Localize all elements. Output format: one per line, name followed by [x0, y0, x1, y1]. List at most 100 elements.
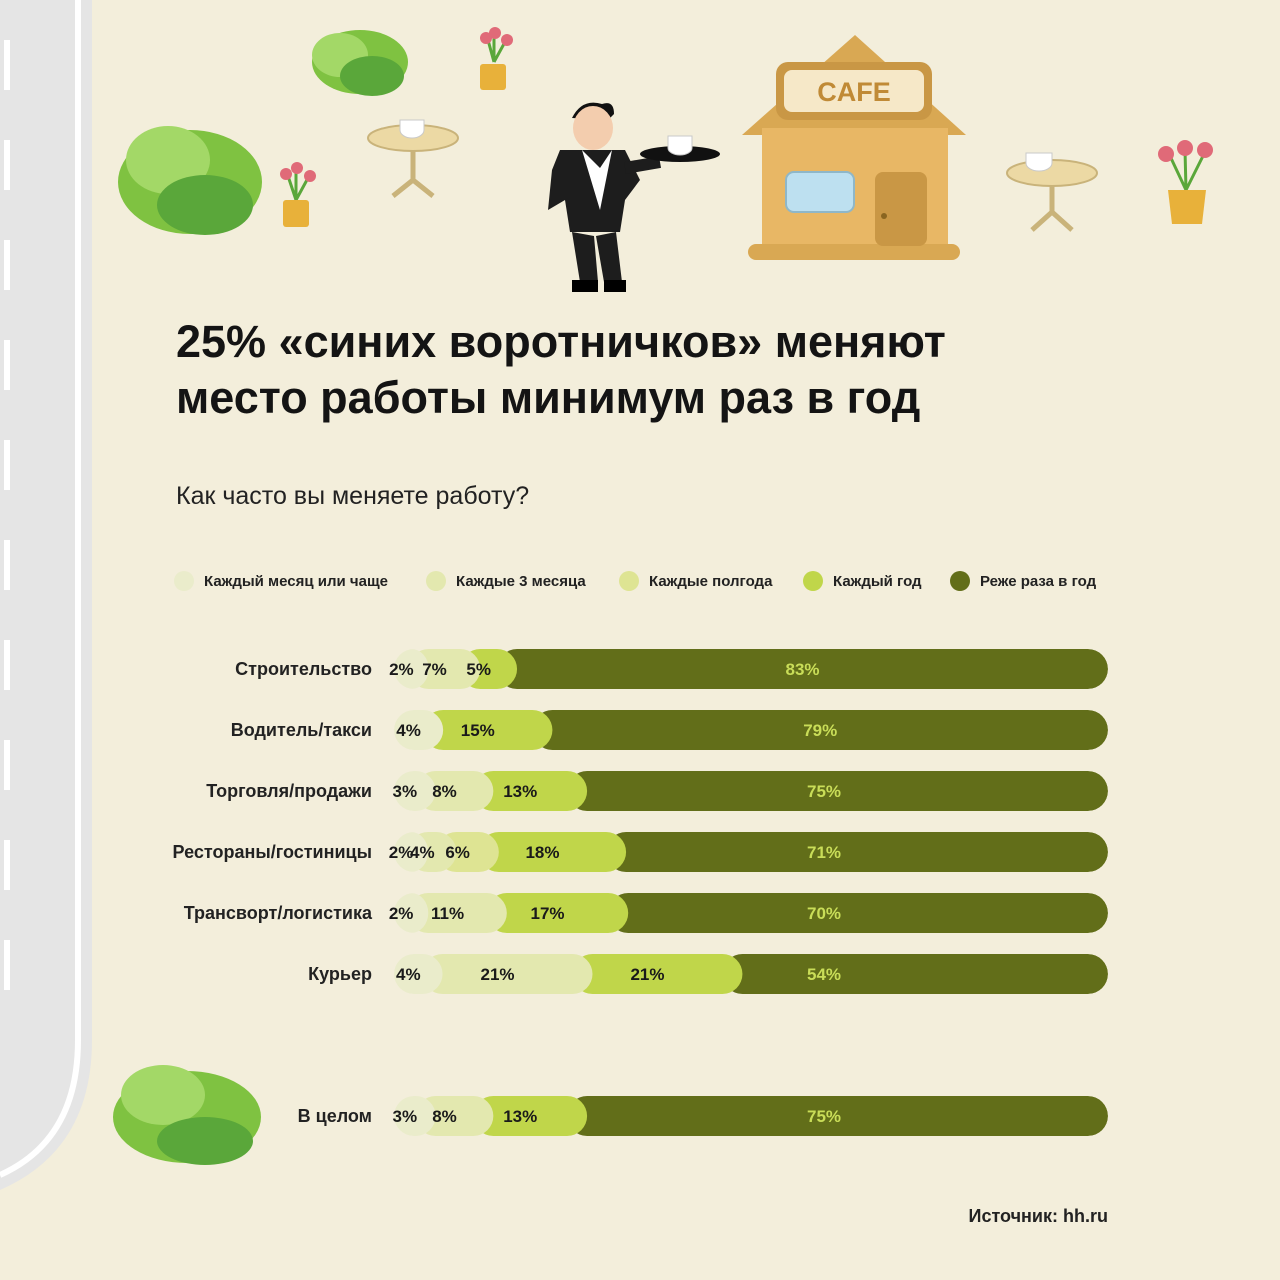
bar-value-label: 4%: [410, 843, 435, 862]
flower-pot-icon: [480, 27, 513, 90]
category-label: Трансворт/логистика: [183, 903, 372, 923]
flower-pot-icon: [280, 162, 316, 227]
legend-item: Каждый месяц или чаще: [174, 566, 388, 596]
flower-pot-icon: [1158, 140, 1213, 224]
bar-segment: [415, 771, 494, 811]
table-icon: [1006, 152, 1098, 232]
bar-value-label: 70%: [807, 904, 841, 923]
bush-icon: [118, 126, 262, 235]
bar-segment: [422, 954, 593, 994]
legend-item: Каждые полгода: [619, 566, 772, 596]
bar-value-label: 79%: [803, 721, 837, 740]
bar-segment: [473, 771, 588, 811]
bar-value-label: 13%: [503, 1107, 537, 1126]
bar-value-label: 71%: [807, 843, 841, 862]
legend-dot-icon: [803, 571, 823, 591]
bar-value-label: 15%: [461, 721, 495, 740]
bar-segment: [532, 710, 1108, 750]
bar-segment: [394, 710, 444, 750]
bar-segment: [394, 954, 443, 994]
bar-row: [394, 1096, 1108, 1136]
bush-icon: [113, 1065, 261, 1165]
legend: Каждый месяц или чаще Каждые 3 месяца Ка…: [174, 566, 1134, 596]
bar-segment: [394, 893, 429, 933]
category-label: Строительство: [235, 659, 372, 679]
bar-value-label: 6%: [445, 843, 470, 862]
legend-label: Каждый месяц или чаще: [204, 572, 388, 590]
bar-value-label: 17%: [530, 904, 564, 923]
bar-value-label: 3%: [393, 1107, 418, 1126]
bar-segment: [567, 1096, 1108, 1136]
legend-label: Каждый год: [833, 572, 922, 590]
road-decoration: [0, 0, 92, 1190]
cafe-building-icon: CAFE: [742, 35, 966, 260]
bar-value-label: 21%: [481, 965, 515, 984]
bar-value-label: 18%: [525, 843, 559, 862]
table-icon: [367, 119, 459, 198]
bar-segment: [394, 832, 429, 872]
bar-value-label: 21%: [630, 965, 664, 984]
cafe-sign: CAFE: [817, 77, 891, 107]
bush-icon: [312, 30, 408, 96]
bar-segment: [722, 954, 1108, 994]
bar-segment: [478, 832, 627, 872]
bar-row: [394, 893, 1108, 933]
legend-label: Реже раза в год: [980, 572, 1097, 590]
bar-segment: [408, 893, 507, 933]
bar-segment: [567, 771, 1108, 811]
category-label: Рестораны/гостиницы: [172, 842, 372, 862]
legend-item: Каждые 3 месяца: [426, 566, 586, 596]
title-line-2: место работы минимум раз в год: [176, 372, 921, 423]
title-line-1: 25% «синих воротничков» меняют: [176, 316, 946, 367]
bar-segment: [572, 954, 743, 994]
bar-value-label: 2%: [389, 660, 414, 679]
legend-label: Каждые 3 месяца: [456, 572, 586, 590]
bar-value-label: 7%: [422, 660, 447, 679]
bar-segment: [394, 771, 436, 811]
bar-value-label: 8%: [432, 1107, 457, 1126]
bar-segment: [423, 710, 553, 750]
bar-value-label: 54%: [807, 965, 841, 984]
category-label: В целом: [297, 1106, 372, 1126]
cafe-illustration: CAFE: [118, 27, 1213, 292]
bar-value-label: 5%: [466, 660, 491, 679]
bar-segment: [473, 1096, 588, 1136]
bar-value-label: 4%: [396, 965, 421, 984]
source-note: Источник: hh.ru: [968, 1206, 1108, 1226]
bar-segment: [415, 1096, 494, 1136]
bar-row: [394, 710, 1108, 750]
bar-segment: [486, 893, 629, 933]
bar-segment: [394, 649, 429, 689]
bar-row: [394, 649, 1108, 689]
bar-segment: [497, 649, 1108, 689]
bar-value-label: 83%: [786, 660, 820, 679]
bar-value-label: 2%: [389, 904, 414, 923]
bar-row: [394, 832, 1108, 872]
legend-dot-icon: [950, 571, 970, 591]
waiter-icon: [548, 102, 720, 292]
bar-value-label: 75%: [807, 1107, 841, 1126]
bar-value-label: 8%: [432, 782, 457, 801]
legend-dot-icon: [174, 571, 194, 591]
bar-value-label: 2%: [389, 843, 414, 862]
bar-value-label: 75%: [807, 782, 841, 801]
legend-label: Каждые полгода: [649, 572, 773, 590]
legend-item: Каждый год: [803, 566, 922, 596]
legend-item: Реже раза в год: [950, 566, 1096, 596]
chart-question: Как часто вы меняете работу?: [176, 482, 530, 510]
bar-value-label: 11%: [431, 904, 464, 923]
bar-segment: [606, 832, 1108, 872]
bar-value-label: 13%: [503, 782, 537, 801]
bar-segment: [394, 1096, 436, 1136]
category-label: Курьер: [308, 964, 372, 984]
category-label: Водитель/такси: [230, 720, 372, 740]
legend-dot-icon: [619, 571, 639, 591]
bar-value-label: 4%: [396, 721, 421, 740]
bar-row: [394, 771, 1108, 811]
legend-dot-icon: [426, 571, 446, 591]
page-title: 25% «синих воротничков» меняют место раб…: [176, 314, 1156, 426]
bar-value-label: 3%: [393, 782, 418, 801]
bar-segment: [608, 893, 1108, 933]
